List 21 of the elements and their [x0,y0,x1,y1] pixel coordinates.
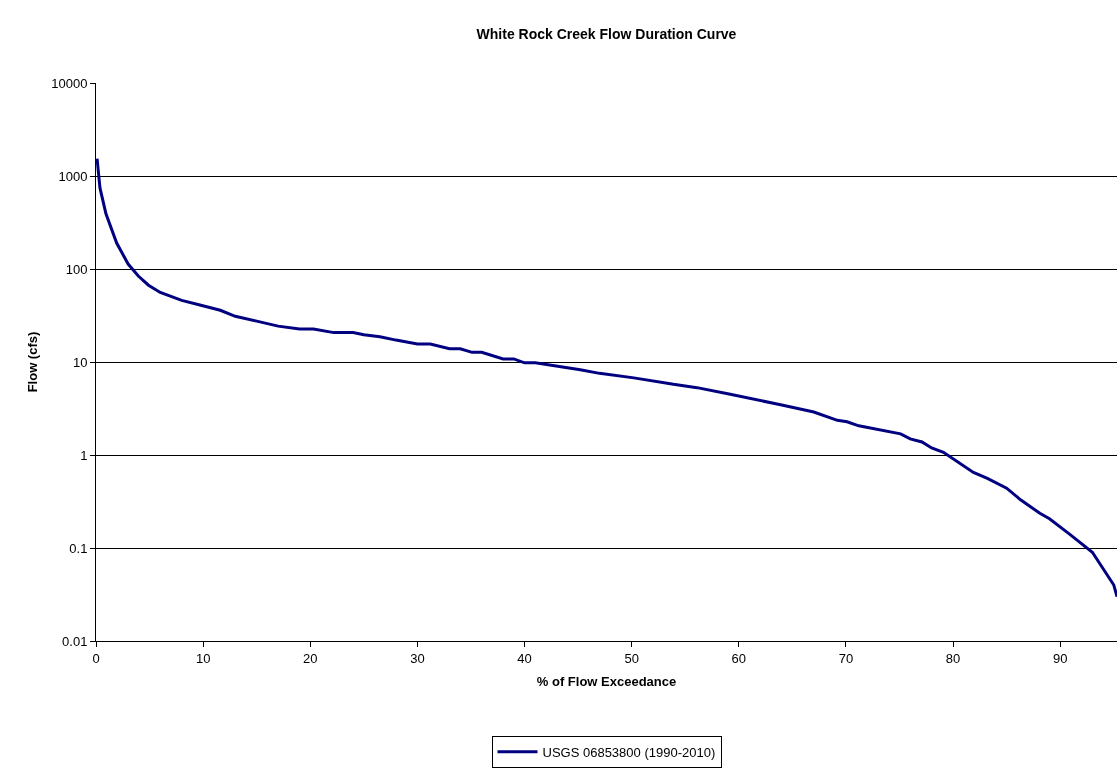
x-tick-label: 70 [838,650,854,666]
y-tick-label: 1000 [58,168,88,184]
x-tick-label: 50 [624,650,639,666]
x-tick-label: 60 [731,650,747,666]
y-tick-label: 1 [80,447,88,463]
legend-label: USGS 06853800 (1990-2010) [542,744,716,760]
y-axis-title: Flow (cfs) [25,331,41,393]
x-tick-label: 40 [517,650,532,666]
x-tick-label: 10 [195,650,211,666]
x-tick-label: 0 [92,650,100,666]
y-tick-label: 0.1 [69,540,88,556]
x-tick-label: 90 [1052,650,1068,666]
y-tick-label: 10 [72,354,88,370]
y-tick-label: 100 [65,261,88,277]
x-tick-label: 80 [945,650,961,666]
x-axis-title: % of Flow Exceedance [536,674,677,690]
y-tick-label: 0.01 [62,633,88,649]
y-tick-label: 10000 [51,75,88,91]
x-tick-label: 20 [303,650,318,666]
chart-title: White Rock Creek Flow Duration Curve [476,26,737,43]
x-tick-label: 30 [410,650,425,666]
